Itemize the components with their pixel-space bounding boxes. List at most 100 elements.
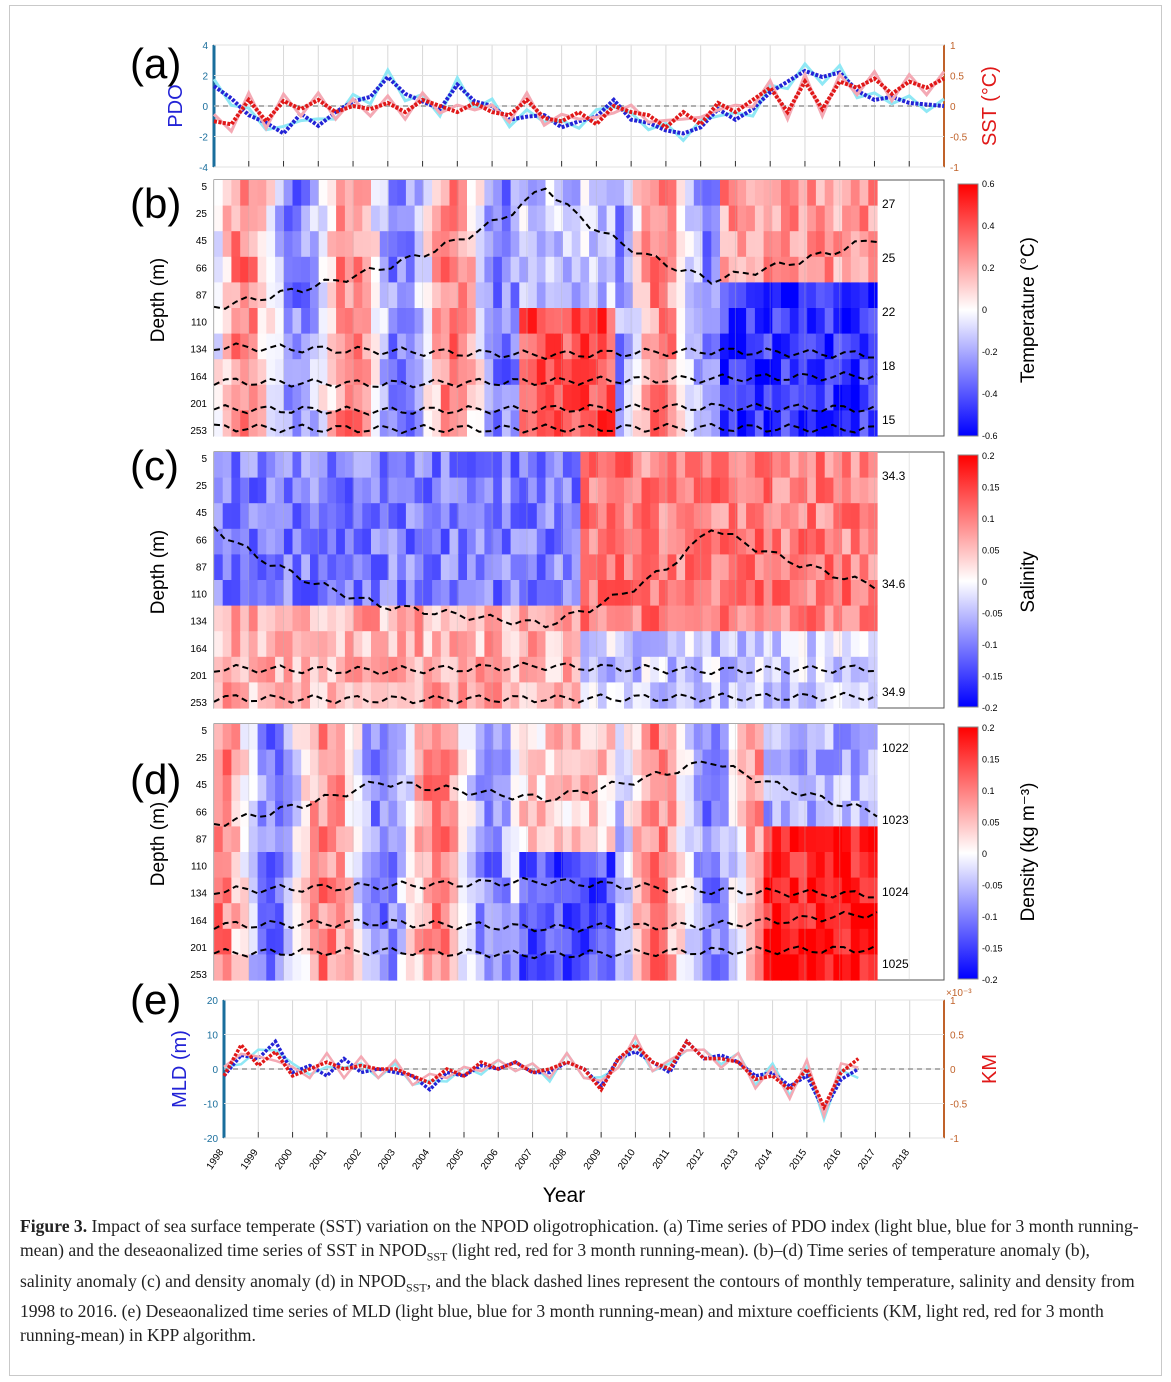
pb-cell xyxy=(371,333,381,360)
pd-cell xyxy=(222,903,232,930)
pc-cell xyxy=(222,452,232,479)
pd-cell xyxy=(222,800,232,827)
pb-cell xyxy=(737,231,747,258)
panel-a-series xyxy=(212,61,946,143)
pb-colorbar-tick: -0.2 xyxy=(982,347,998,357)
pd-cell xyxy=(763,724,773,751)
pb-cell xyxy=(327,410,337,437)
pd-cell xyxy=(842,954,852,981)
pd-cell xyxy=(405,800,416,827)
pc-cell xyxy=(440,477,451,504)
pd-cell xyxy=(606,749,616,776)
pc-cell xyxy=(693,554,704,581)
pc-cell xyxy=(353,503,363,530)
pb-cell xyxy=(528,333,538,360)
pd-cell xyxy=(519,954,529,981)
pc-cell xyxy=(318,605,328,632)
pd-cell xyxy=(746,775,756,802)
pc-cell xyxy=(685,477,695,504)
pd-cell xyxy=(554,826,564,853)
pb-cell xyxy=(301,359,311,386)
pd-cell xyxy=(850,954,861,981)
pd-cell xyxy=(449,724,459,751)
pd-cell xyxy=(606,877,616,904)
pd-cell xyxy=(240,775,250,802)
pd-cell xyxy=(388,852,398,879)
pd-cell xyxy=(554,954,564,981)
pb-cell xyxy=(519,410,529,437)
pc-cell xyxy=(859,528,869,555)
pd-cell xyxy=(562,852,573,879)
pd-cell xyxy=(720,852,730,879)
pd-cell xyxy=(440,877,451,904)
pc-cell xyxy=(432,528,442,555)
pd-cell xyxy=(624,877,634,904)
pb-cell xyxy=(571,180,581,207)
pc-cell xyxy=(327,554,337,581)
pb-cell xyxy=(519,359,529,386)
pd-cell xyxy=(772,724,782,751)
pb-cell xyxy=(371,384,381,411)
pd-cell xyxy=(815,775,826,802)
pc-cell xyxy=(275,682,285,709)
pb-cell xyxy=(405,205,416,232)
pc-cell xyxy=(266,580,276,607)
pd-colorbar-tick: -0.2 xyxy=(982,975,998,985)
pd-cell xyxy=(737,954,747,981)
pc-cell xyxy=(772,477,782,504)
pb-cell xyxy=(336,308,346,335)
pc-cell xyxy=(545,605,555,632)
pb-cell xyxy=(510,359,520,386)
pdo-tick-label: 4 xyxy=(202,41,208,52)
pb-cell xyxy=(336,256,346,283)
year-label: 2000 xyxy=(273,1147,295,1172)
pc-cell xyxy=(283,580,294,607)
mld-tick-label: 20 xyxy=(207,996,219,1007)
pd-cell xyxy=(702,749,712,776)
pd-cell xyxy=(327,877,337,904)
pd-cell xyxy=(815,852,826,879)
pd-colorbar-tick: 0.15 xyxy=(982,755,1000,765)
pc-cell xyxy=(824,554,834,581)
pc-cell xyxy=(248,605,259,632)
pb-cell xyxy=(344,384,355,411)
pd-cell xyxy=(815,724,826,751)
pc-cell xyxy=(658,477,669,504)
pc-cell xyxy=(667,477,677,504)
pd-cell xyxy=(283,877,294,904)
pd-cell xyxy=(240,928,250,955)
pb-cell xyxy=(746,359,756,386)
pb-cell xyxy=(292,359,302,386)
year-label: 2017 xyxy=(856,1147,878,1172)
pb-cell xyxy=(815,231,826,258)
pb-cell xyxy=(362,384,372,411)
pb-cell xyxy=(650,282,660,309)
pc-cell xyxy=(501,554,512,581)
pb-cell xyxy=(467,384,477,411)
pc-cell xyxy=(798,452,808,479)
pd-cell xyxy=(458,852,468,879)
pd-depth-label: 134 xyxy=(190,889,207,900)
pc-cell xyxy=(519,452,529,479)
km-raw-line xyxy=(223,1033,859,1121)
pd-cell xyxy=(414,749,424,776)
pc-cell xyxy=(432,503,442,530)
pd-cell xyxy=(405,954,416,981)
pb-cell xyxy=(641,180,651,207)
pc-cell xyxy=(763,528,773,555)
pb-cell xyxy=(484,180,494,207)
pb-cell xyxy=(292,282,302,309)
pd-cell xyxy=(772,903,782,930)
pb-cell xyxy=(362,410,372,437)
pc-cell xyxy=(458,452,468,479)
figure-frame xyxy=(9,5,1162,1376)
pc-cell xyxy=(301,554,311,581)
pb-cell xyxy=(562,359,573,386)
pb-cell xyxy=(676,256,686,283)
pb-cell xyxy=(589,180,599,207)
pb-cell xyxy=(650,231,660,258)
pd-cell xyxy=(789,800,800,827)
pb-cell xyxy=(763,410,773,437)
pc-cell xyxy=(397,631,407,658)
